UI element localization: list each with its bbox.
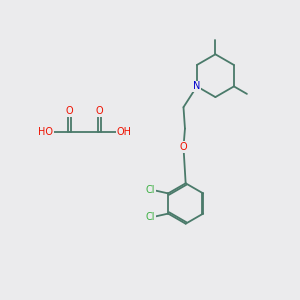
Text: Cl: Cl [146, 212, 155, 222]
Text: O: O [66, 106, 74, 116]
Text: O: O [96, 106, 103, 116]
Text: O: O [180, 142, 187, 152]
Text: HO: HO [38, 127, 53, 137]
Text: Cl: Cl [146, 185, 155, 195]
Text: OH: OH [116, 127, 131, 137]
Text: N: N [193, 81, 200, 92]
